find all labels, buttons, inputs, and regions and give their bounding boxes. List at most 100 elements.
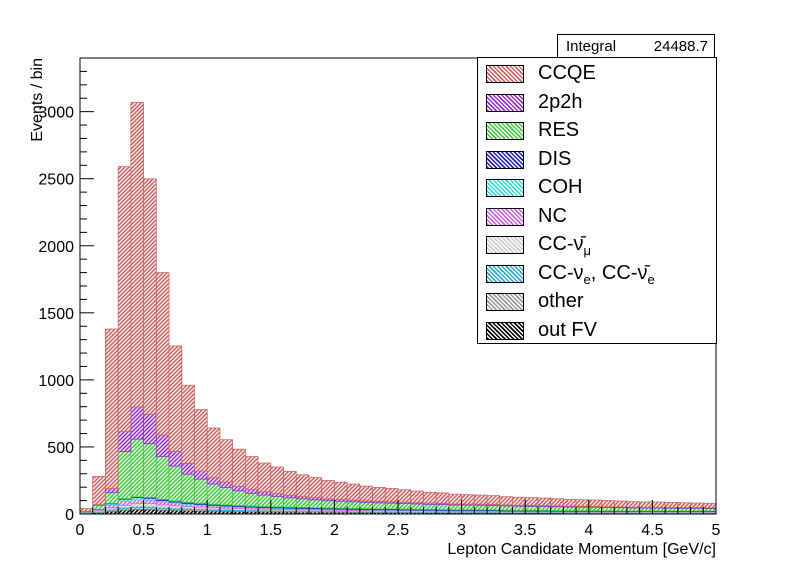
x-tick-label: 0.5	[132, 522, 154, 539]
bar-ccqe-37	[550, 498, 564, 507]
bar-ccqe-7	[168, 345, 183, 452]
legend-swatch	[486, 293, 524, 311]
bar-out-fv-4	[130, 508, 145, 515]
bar-res-38	[562, 506, 577, 512]
x-tick-label: 5	[712, 522, 721, 539]
x-tick-label: 2	[330, 522, 339, 539]
bar-nc-6	[155, 501, 170, 506]
legend-entry-coh: COH	[478, 174, 716, 202]
bar-ccqe-33	[499, 496, 513, 506]
legend-swatch	[486, 65, 524, 83]
bar-res-47	[677, 507, 691, 512]
bar-res-1	[92, 504, 106, 510]
stats-name: Integral	[566, 38, 617, 55]
bar-res-21	[346, 501, 361, 509]
bar-ccqe-10	[206, 427, 221, 479]
bar-res-9	[194, 478, 208, 504]
legend-label: 2p2h	[538, 90, 583, 113]
bar-ccqe-3	[117, 166, 132, 432]
legend-swatch	[486, 179, 524, 197]
bar-res-3	[117, 451, 132, 499]
bar-res-32	[486, 505, 501, 511]
bar-res-26	[410, 503, 424, 510]
legend-label: COH	[538, 176, 583, 198]
bar-res-34	[512, 505, 526, 511]
legend-label: NC	[538, 204, 567, 227]
bar-nc-7	[168, 502, 183, 507]
bar-res-48	[690, 507, 704, 512]
bar-res-14	[257, 494, 272, 507]
stacked-bars	[79, 102, 717, 515]
bar-2p2h-9	[194, 470, 208, 480]
bar-ccqe-36	[537, 497, 552, 506]
y-tick-label: 3000	[38, 105, 74, 122]
bar-ccqe-28	[435, 492, 450, 504]
bar-ccqe-6	[155, 272, 170, 436]
bar-ccqe-20	[333, 481, 348, 500]
bar-res-46	[664, 507, 679, 512]
bar-ccqe-0	[79, 508, 94, 512]
legend-swatch	[486, 236, 524, 254]
bar-res-29	[448, 504, 463, 511]
bar-ccqe-1	[92, 476, 106, 506]
legend-entry-2p2h: 2p2h	[478, 89, 716, 117]
y-tick-label: 1500	[38, 306, 74, 323]
bar-res-45	[652, 507, 666, 512]
legend-swatch	[486, 264, 524, 283]
x-tick-label: 1	[203, 522, 212, 539]
legend-entry-res: RES	[478, 117, 716, 145]
bar-res-15	[270, 496, 284, 508]
bar-2p2h-13	[244, 489, 259, 494]
legend-swatch	[486, 207, 524, 226]
bar-nc-2	[105, 504, 119, 509]
bar-out-fv-7	[168, 509, 183, 515]
bar-res-17	[295, 498, 310, 508]
bar-res-36	[537, 506, 552, 511]
bar-ccqe-5	[143, 178, 157, 415]
bar-ccqe-47	[677, 502, 691, 509]
bar-ccqe-40	[588, 499, 602, 507]
bar-ccqe-39	[575, 499, 590, 507]
bar-ccqe-19	[321, 480, 335, 500]
bar-ccqe-18	[308, 477, 323, 499]
stats-value: 24488.7	[653, 38, 708, 55]
legend-label: other	[538, 290, 584, 312]
bar-ccqe-8	[181, 384, 195, 464]
bar-out-fv-5	[143, 508, 157, 515]
x-tick-label: 3.5	[514, 522, 536, 539]
bar-out-fv-3	[117, 509, 132, 515]
legend: CCQE 2p2h RES DIS COH NC CC-ν̄μ CC-νe, CC-ν̄e ot…	[477, 57, 717, 344]
legend-label: out FV	[538, 318, 597, 341]
legend-label: CC-νe, CC-ν̄e	[538, 261, 655, 287]
bar-ccqe-12	[232, 448, 246, 487]
bar-res-37	[550, 506, 564, 511]
bar-res-44	[639, 507, 653, 512]
bar-ccqe-26	[410, 490, 424, 504]
legend-label: CCQE	[538, 62, 596, 84]
bar-ccqe-43	[626, 501, 641, 508]
y-tick-label: 0	[65, 507, 74, 524]
bar-ccqe-25	[397, 489, 412, 503]
bar-res-16	[283, 497, 297, 508]
bar-res-24	[384, 502, 399, 510]
bar-ccqe-24	[384, 487, 399, 503]
bar-ccqe-48	[690, 502, 704, 509]
bar-ccqe-27	[423, 491, 437, 504]
bar-out-fv-8	[181, 510, 195, 515]
bar-ccqe-44	[639, 501, 653, 508]
y-tick-label: 2500	[38, 172, 74, 189]
bar-res-31	[473, 504, 488, 511]
legend-swatch	[486, 93, 524, 112]
legend-entry-other: other	[478, 288, 716, 316]
bar-ccqe-30	[461, 494, 475, 505]
bar-ccqe-49	[702, 502, 717, 509]
y-tick-label: 1000	[38, 373, 74, 390]
y-axis: 0 500 1000 1500 2000 2500 3000	[38, 57, 94, 524]
x-axis: 0 0.5 1 1.5 2 2.5 3 3.5 4 4.5 5	[76, 500, 721, 539]
bar-2p2h-10	[206, 477, 221, 485]
legend-label: DIS	[538, 147, 572, 170]
legend-entry-dis: DIS	[478, 146, 716, 174]
bar-ccqe-9	[194, 409, 208, 472]
legend-swatch	[486, 122, 524, 140]
bar-res-22	[359, 501, 373, 510]
